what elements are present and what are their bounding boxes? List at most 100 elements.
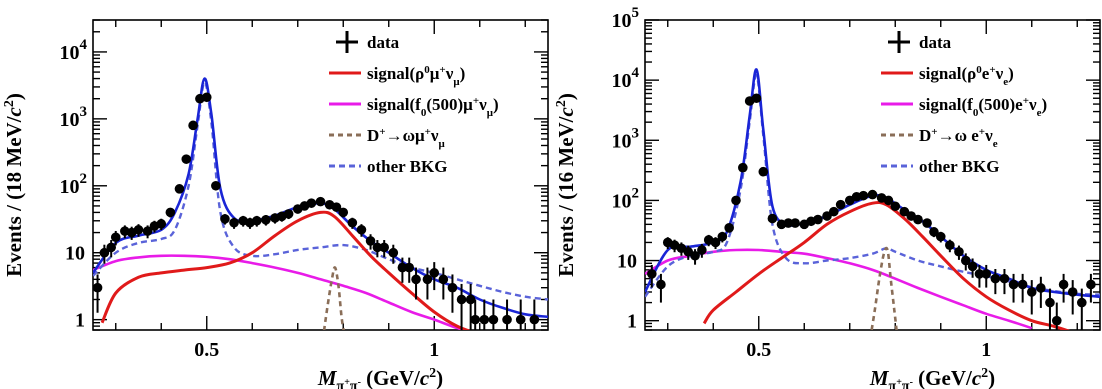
series-line-omega — [322, 266, 345, 330]
series-line-omega — [870, 246, 898, 330]
legend-label-data: data — [367, 33, 400, 52]
data-point — [835, 199, 846, 210]
panel-electron: 0.5 1 1 10 102 103 104 105 Mπ+π- (GeV/c2) Events … — [554, 5, 1101, 389]
data-point — [829, 206, 839, 217]
legend-label-signal-rho: signal(ρ0μ+νμ) — [367, 64, 465, 88]
series-line-other-bkg — [93, 81, 548, 301]
data-point — [315, 196, 326, 207]
data-point — [261, 215, 271, 225]
legend-label-omega: D+→ω e+νe — [919, 126, 998, 150]
legend-label-omega: D+→ωμ+νμ — [367, 126, 446, 150]
data-point — [306, 198, 317, 208]
data-point — [981, 269, 992, 279]
x-tick-label: 1 — [981, 339, 991, 361]
data-point — [110, 232, 121, 243]
data-point — [751, 93, 762, 104]
data-point — [142, 226, 153, 236]
data-point — [990, 273, 1001, 284]
data-point — [999, 273, 1010, 284]
y-tick-label: 104 — [60, 37, 88, 64]
data-point — [456, 294, 467, 305]
data-point — [1036, 283, 1046, 293]
data-point — [347, 217, 358, 228]
data-point — [438, 274, 449, 285]
y-tick-label: 10 — [617, 251, 637, 273]
data-point — [790, 218, 800, 228]
legend-label-other-bkg: other BKG — [919, 157, 999, 176]
data-point — [331, 202, 342, 212]
legend-label-signal-rho: signal(ρ0e+νe) — [919, 64, 1014, 88]
x-tick-label: 1 — [429, 339, 439, 361]
data-point — [515, 314, 526, 325]
data-point — [647, 269, 657, 279]
data-point — [411, 274, 421, 285]
data-point — [1067, 287, 1078, 297]
data-point — [1026, 287, 1037, 297]
legend-label-signal-f0: signal(f0(500)μ+νμ) — [367, 95, 499, 119]
data-point — [211, 180, 221, 191]
data-point — [133, 224, 144, 235]
data-point — [867, 189, 878, 200]
data-point — [731, 195, 741, 206]
legend-label-data: data — [919, 33, 952, 52]
data-point — [890, 201, 901, 212]
data-point — [954, 246, 964, 257]
panel-muon: 0.5 1 1 10 102 103 104 Mπ+π- (GeV/c2) Events / (… — [2, 19, 549, 389]
data-point — [717, 231, 728, 242]
data-point — [404, 262, 415, 273]
y-tick-label: 10 — [65, 243, 85, 265]
data-point — [945, 240, 955, 250]
data-point — [974, 269, 985, 279]
data-point — [106, 242, 116, 253]
data-point — [156, 219, 167, 229]
data-point — [251, 215, 262, 226]
data-point — [1017, 279, 1028, 290]
y-tick-label: 1 — [75, 310, 85, 332]
data-point — [967, 261, 978, 272]
data-point — [858, 190, 869, 201]
data-point — [656, 279, 666, 290]
data-point — [758, 166, 769, 177]
y-tick-label: 105 — [612, 5, 640, 32]
data-point — [883, 195, 894, 206]
data-point — [738, 162, 748, 173]
data-point — [283, 209, 294, 219]
data-point — [470, 314, 481, 325]
data-point — [388, 247, 399, 258]
data-point — [338, 207, 349, 218]
legend-label-signal-f0: signal(f0(500)e+νe) — [919, 95, 1047, 119]
data-point — [1045, 297, 1055, 308]
data-point — [1077, 297, 1087, 308]
data-point — [960, 255, 971, 266]
data-point — [201, 92, 212, 103]
data-point — [1008, 279, 1019, 290]
data-point — [99, 247, 110, 258]
y-tick-label: 1 — [627, 311, 637, 333]
data-point — [181, 154, 192, 164]
data-point — [229, 217, 239, 228]
x-axis-title: Mπ+π- (GeV/c2) — [869, 366, 995, 389]
data-point — [379, 242, 390, 253]
data-point — [913, 214, 923, 225]
data-point — [502, 314, 512, 325]
data-point — [710, 237, 721, 248]
plot-frame — [92, 19, 549, 331]
data-point — [813, 214, 823, 225]
data-point — [365, 236, 376, 246]
data-point — [429, 268, 440, 278]
x-tick-label: 0.5 — [194, 339, 219, 361]
data-point — [929, 227, 939, 237]
data-point — [922, 218, 932, 228]
data-point — [356, 224, 367, 235]
data-point — [422, 274, 433, 285]
y-tick-label: 104 — [612, 65, 640, 92]
data-point — [397, 262, 408, 273]
data-point — [372, 242, 383, 253]
y-tick-label: 103 — [612, 125, 640, 152]
data-point — [165, 207, 176, 218]
data-point — [783, 218, 794, 228]
legend-label-other-bkg: other BKG — [367, 157, 447, 176]
series-line-signal-rho — [702, 200, 1071, 330]
data-point — [822, 211, 832, 221]
data-point — [529, 314, 540, 325]
